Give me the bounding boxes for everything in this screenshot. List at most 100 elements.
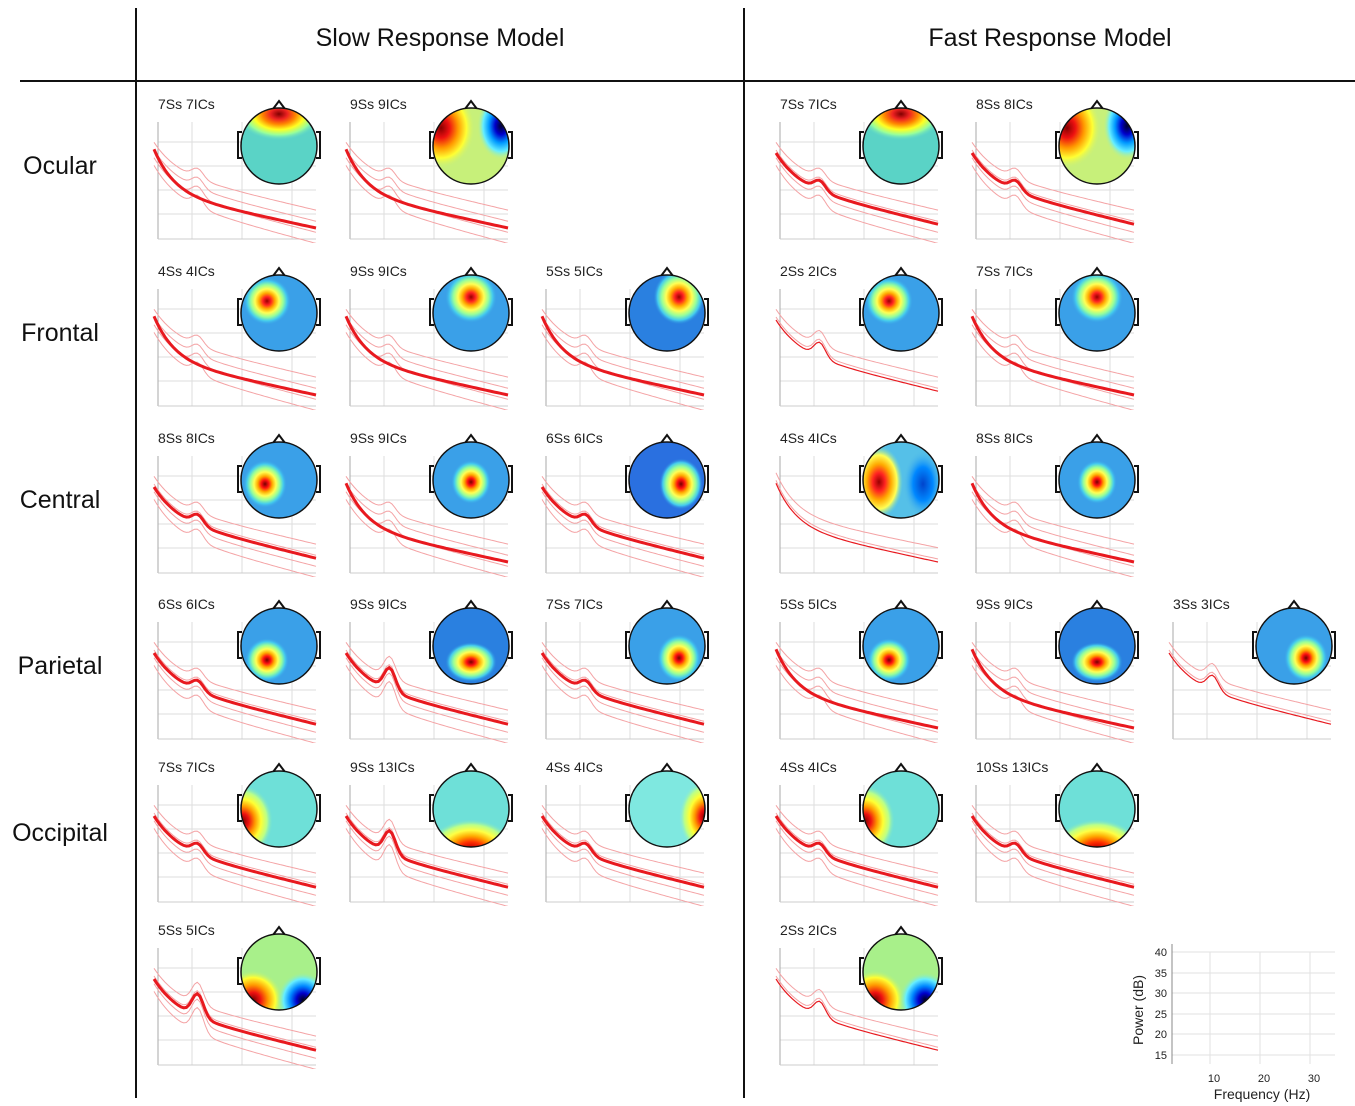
cluster-panel: 6Ss 6ICs	[150, 596, 322, 746]
mean-spectrum-line	[540, 815, 705, 889]
individual-spectrum-line	[345, 649, 509, 722]
individual-spectrum-line	[775, 480, 939, 560]
ytick-label: 35	[1155, 968, 1167, 980]
scalp-topography-map	[1055, 99, 1139, 185]
cluster-count-label: 7Ss 7ICs	[158, 759, 215, 775]
cluster-panel: 3Ss 3ICs	[1165, 596, 1337, 746]
individual-spectrum-line	[153, 332, 317, 410]
cluster-count-label: 9Ss 13ICs	[350, 759, 415, 775]
individual-spectrum-line	[153, 316, 317, 389]
cluster-count-label: 9Ss 9ICs	[350, 430, 407, 446]
mean-spectrum-line	[970, 152, 1135, 226]
individual-spectrum-line	[971, 828, 1135, 906]
individual-spectrum-line	[345, 812, 509, 885]
cluster-panel: 7Ss 7ICs	[968, 263, 1140, 413]
cluster-count-label: 6Ss 6ICs	[158, 596, 215, 612]
cluster-panel: 9Ss 9ICs	[342, 430, 514, 580]
individual-spectrum-line	[775, 165, 939, 243]
individual-spectrum-line	[153, 820, 317, 896]
cluster-panel: 9Ss 9ICs	[342, 596, 514, 746]
scalp-topography-map	[1055, 762, 1139, 848]
power-spectrum-plot	[152, 289, 317, 410]
individual-spectrum-line	[153, 483, 317, 556]
cluster-panel: 9Ss 9ICs	[342, 263, 514, 413]
individual-spectrum-line	[971, 805, 1135, 874]
mean-spectrum-line	[774, 815, 939, 889]
individual-spectrum-line	[541, 491, 705, 567]
individual-spectrum-line	[971, 499, 1135, 577]
individual-spectrum-line	[775, 142, 939, 211]
mean-spectrum-line	[152, 652, 317, 726]
cluster-count-label: 4Ss 4ICs	[158, 263, 215, 279]
individual-spectrum-line	[971, 332, 1135, 410]
power-spectrum-plot	[774, 622, 939, 743]
fast-model-heading: Fast Response Model	[928, 24, 1172, 52]
scalp-topography-map	[1252, 599, 1336, 685]
mean-spectrum-line	[152, 315, 317, 397]
mean-spectrum-line	[344, 315, 509, 397]
scalp-topography-map	[429, 99, 513, 185]
individual-spectrum-line	[153, 642, 317, 711]
individual-spectrum-line	[541, 665, 705, 743]
power-spectrum-plot	[344, 289, 509, 410]
individual-spectrum-line	[775, 472, 939, 549]
ytick-label: 20	[1155, 1029, 1167, 1041]
individual-spectrum-line	[153, 983, 317, 1059]
mean-spectrum-line	[774, 152, 939, 226]
cluster-count-label: 4Ss 4ICs	[780, 430, 837, 446]
individual-spectrum-line	[971, 476, 1135, 545]
cluster-panel: 5Ss 5ICs	[150, 922, 322, 1072]
cluster-count-label: 7Ss 7ICs	[976, 263, 1033, 279]
individual-spectrum-line	[345, 316, 509, 389]
cluster-panel: 2Ss 2ICs	[772, 922, 944, 1072]
individual-spectrum-line	[775, 968, 939, 1037]
power-spectrum-plot	[970, 289, 1135, 410]
scalp-topography-map	[859, 99, 943, 185]
mean-spectrum-line	[344, 482, 509, 564]
cluster-count-label: 9Ss 9ICs	[350, 596, 407, 612]
xaxis-label: Frequency (Hz)	[1214, 1086, 1310, 1102]
mean-spectrum-line	[540, 315, 705, 397]
cluster-panel: 7Ss 7ICs	[150, 759, 322, 909]
cluster-count-label: 5Ss 5ICs	[780, 596, 837, 612]
mean-spectrum-line	[775, 483, 939, 563]
mean-spectrum-line	[152, 148, 317, 230]
scalp-topography-map	[625, 433, 709, 519]
scalp-topography-map	[237, 266, 321, 352]
header-rule	[20, 80, 1355, 82]
scalp-topography-map	[625, 762, 709, 848]
individual-spectrum-line	[153, 649, 317, 722]
individual-spectrum-line	[153, 812, 317, 885]
power-spectrum-plot	[775, 456, 939, 574]
individual-spectrum-line	[541, 483, 705, 556]
power-spectrum-plot	[344, 785, 509, 906]
individual-spectrum-line	[775, 812, 939, 885]
row-label-central: Central	[19, 486, 101, 514]
power-spectrum-plot	[970, 622, 1135, 743]
individual-spectrum-line	[345, 483, 509, 556]
cluster-count-label: 2Ss 2ICs	[780, 922, 837, 938]
axis-grid	[1172, 951, 1335, 1064]
individual-spectrum-line	[1168, 642, 1332, 711]
scalp-topography-map	[859, 762, 943, 848]
cluster-count-label: 8Ss 8ICs	[976, 430, 1033, 446]
scalp-topography-map	[237, 925, 321, 1011]
cluster-panel: 9Ss 9ICs	[968, 596, 1140, 746]
individual-spectrum-line	[345, 642, 509, 711]
mean-spectrum-line	[970, 482, 1135, 564]
cluster-panel: 5Ss 5ICs	[538, 263, 710, 413]
mean-spectrum-line	[775, 978, 939, 1051]
cluster-panel: 8Ss 8ICs	[968, 430, 1140, 580]
mean-spectrum-line	[152, 815, 317, 889]
individual-spectrum-line	[153, 309, 317, 378]
individual-spectrum-line	[775, 828, 939, 906]
scalp-topography-map	[429, 762, 513, 848]
cluster-count-label: 9Ss 9ICs	[350, 263, 407, 279]
individual-spectrum-line	[971, 483, 1135, 556]
individual-spectrum-line	[153, 665, 317, 743]
individual-spectrum-line	[775, 805, 939, 874]
power-spectrum-plot	[344, 622, 509, 743]
cluster-panel: 8Ss 8ICs	[150, 430, 322, 580]
individual-spectrum-line	[541, 820, 705, 896]
individual-spectrum-line	[345, 332, 509, 410]
